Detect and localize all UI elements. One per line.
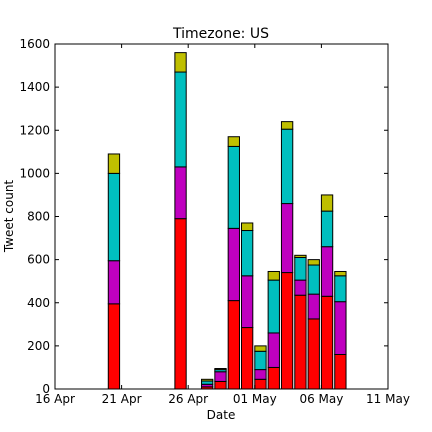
bar-segment: [227, 145, 240, 229]
bar-segment: [307, 318, 320, 390]
bar-segment: [320, 246, 334, 297]
bar-segment: [214, 380, 227, 390]
bar-segment: [294, 256, 307, 281]
y-tick-label: 200: [27, 339, 50, 353]
x-tick-label: 21 Apr: [102, 392, 142, 406]
bar-segment: [254, 350, 267, 371]
y-tick-label: 400: [27, 296, 50, 310]
bar-segment: [107, 303, 121, 390]
y-tick-label: 1000: [19, 166, 50, 180]
bar-segment: [214, 371, 227, 382]
bars-layer: [107, 52, 347, 390]
bar-segment: [174, 166, 187, 220]
bar-segment: [320, 210, 334, 248]
bar-segment: [334, 275, 347, 303]
bar-segment: [307, 293, 320, 320]
bar-segment: [174, 52, 187, 73]
bar-segment: [174, 218, 187, 390]
bar-segment: [307, 264, 320, 295]
bar-segment: [294, 294, 307, 390]
bar-segment: [267, 270, 280, 281]
bar-segment: [307, 259, 320, 266]
bar-segment: [267, 366, 280, 390]
bar-segment: [107, 260, 121, 305]
x-axis-label: Date: [207, 408, 236, 422]
bar-segment: [227, 136, 240, 147]
x-tick-label: 06 May: [299, 392, 343, 406]
x-axis: 16 Apr 21 Apr 26 Apr 01 May 06 May 11 May: [35, 44, 410, 406]
bar-segment: [227, 300, 240, 390]
bar-segment: [334, 301, 347, 356]
bar-segment: [280, 203, 294, 274]
bar-segment: [267, 332, 280, 368]
bar-segment: [254, 369, 267, 380]
bar-segment: [174, 71, 187, 168]
y-axis: 0 200 400 600 800 1000 1200 1400 1600: [19, 37, 388, 396]
x-tick-label: 16 Apr: [35, 392, 75, 406]
bar-segment: [214, 368, 227, 371]
bar-segment: [280, 272, 294, 390]
bar-segment: [280, 128, 294, 205]
x-tick-label: 11 May: [366, 392, 410, 406]
x-tick-label: 01 May: [233, 392, 277, 406]
bar-segment: [254, 345, 267, 352]
bar-segment: [107, 172, 121, 262]
y-tick-label: 1400: [19, 80, 50, 94]
bar-segment: [240, 327, 254, 390]
bar-segment: [334, 270, 347, 277]
y-axis-label: Tweet count: [2, 180, 16, 254]
y-tick-label: 600: [27, 253, 50, 267]
y-tick-label: 800: [27, 210, 50, 224]
bar-segment: [320, 295, 334, 390]
x-tick-label: 26 Apr: [168, 392, 208, 406]
bar-segment: [294, 279, 307, 296]
bar-segment: [320, 194, 334, 212]
bar-segment: [201, 378, 214, 382]
bar-segment: [240, 275, 254, 329]
bar-segment: [267, 279, 280, 334]
bar-segment: [280, 121, 294, 130]
bar-segment: [227, 227, 240, 302]
y-tick-label: 1200: [19, 123, 50, 137]
bar-segment: [334, 354, 347, 390]
chart-title: Timezone: US: [172, 26, 269, 42]
y-tick-label: 1600: [19, 37, 50, 51]
y-tick-label: 0: [42, 382, 50, 396]
bar-segment: [240, 222, 254, 232]
bar-segment: [254, 378, 267, 390]
bar-segment: [107, 153, 121, 174]
bar-segment: [294, 254, 307, 258]
bar-segment: [240, 230, 254, 277]
